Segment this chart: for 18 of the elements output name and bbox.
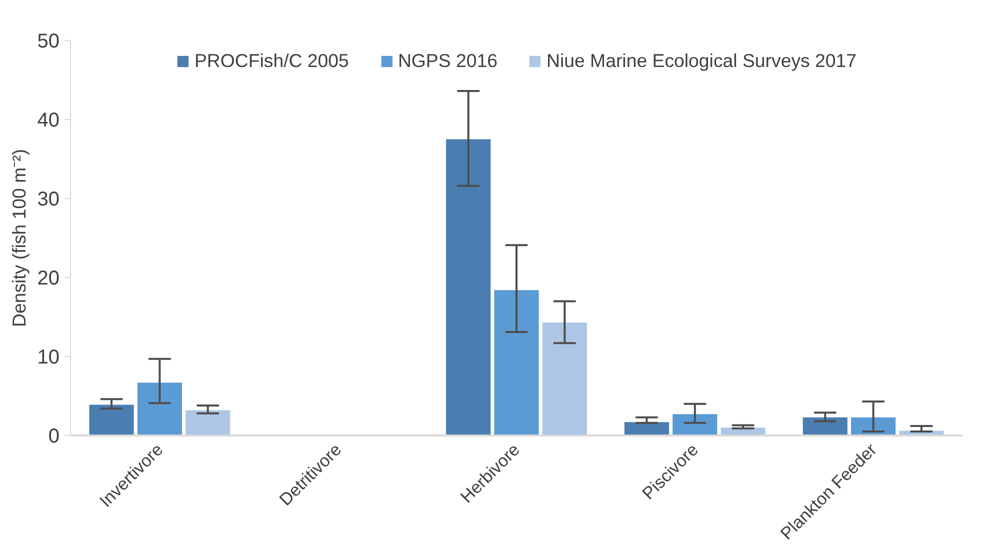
- bar: [186, 410, 230, 436]
- bar: [446, 139, 491, 436]
- legend-label: PROCFish/C 2005: [194, 50, 349, 72]
- bar: [542, 322, 587, 436]
- y-tick-label: 40: [37, 110, 60, 132]
- y-tick-label: 0: [48, 426, 60, 448]
- bar: [89, 404, 134, 436]
- y-tick-label: 20: [37, 268, 60, 290]
- y-axis-title: Density (fish 100 m⁻²): [8, 148, 30, 328]
- y-tick-label: 50: [37, 30, 60, 52]
- bar: [672, 414, 718, 436]
- bar: [494, 290, 539, 436]
- bar: [137, 382, 182, 436]
- y-tick-label: 30: [37, 188, 60, 210]
- y-tick-label: 10: [37, 346, 60, 368]
- bar: [802, 417, 848, 436]
- legend-label: NGPS 2016: [398, 50, 498, 72]
- legend-label: Niue Marine Ecological Surveys 2017: [546, 50, 857, 72]
